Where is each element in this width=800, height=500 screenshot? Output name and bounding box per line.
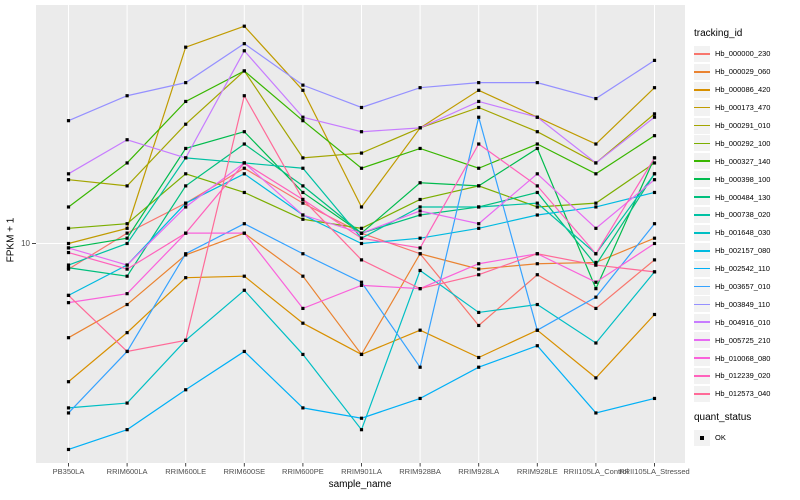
legend-item: Hb_000086_420 [694,81,800,99]
legend-key-line [694,260,710,277]
legend-item: Hb_012573_040 [694,385,800,403]
legend-key-line [694,117,710,134]
tracking-id-legend-items: Hb_000000_230 Hb_000029_060 Hb_000086_420 H… [694,45,800,403]
legend-item-label: Hb_003849_110 [715,299,770,309]
legend-item-label: Hb_002542_110 [715,264,770,274]
legend-key-line [694,206,710,223]
legend-item-label: Hb_001648_030 [715,228,771,238]
x-axis-title: sample_name [328,479,392,490]
legend-key-line [694,242,710,259]
x-tick-label: RRIM600SE [223,467,266,476]
x-tick-label: RRII105LA_Control [563,467,629,476]
legend-key-line [694,135,710,152]
legend-key-line [694,45,710,62]
legend-item: Hb_000398_100 [694,170,800,188]
y-tick-label: 10 [21,239,30,248]
legend-item: Hb_005725_210 [694,331,800,349]
legend-item: Hb_003849_110 [694,295,800,313]
legend-item-label: Hb_003657_010 [715,282,771,292]
legend-item-label: Hb_000398_100 [715,174,771,184]
legend-item-label: Hb_000000_230 [715,49,771,59]
legend-item-label: Hb_010068_080 [715,353,771,363]
legend-title-quant-status: quant_status [694,411,752,423]
legend-item-label: Hb_000292_100 [715,138,771,148]
legend-item: Hb_000291_010 [694,117,800,135]
legend-key-line [694,296,710,313]
y-axis-title: FPKM + 1 [5,217,17,263]
legend-key-line [694,99,710,116]
legend-item: Hb_000738_020 [694,206,800,224]
legend-item: Hb_004916_010 [694,313,800,331]
legend-title-tracking-id: tracking_id [694,28,743,39]
x-tick-label: RRII105LA_Stressed [619,467,690,476]
x-tick-label: RRIM600LA [106,467,148,476]
x-tick-label: RRIM600PE [282,467,324,476]
legend-key-line [694,314,710,331]
x-tick-label: PB350LA [52,467,85,476]
data-points [66,24,657,452]
legend: tracking_id Hb_000000_230 Hb_000029_060 Hb… [694,28,800,447]
x-tick-label: RRIM928LE [516,467,558,476]
legend-item-label: Hb_000484_130 [715,192,771,202]
legend-item-label: Hb_004916_010 [715,317,771,327]
legend-item: Hb_000292_100 [694,134,800,152]
legend-item-label: Hb_000029_060 [715,67,771,77]
x-tick-label: RRIM600LE [165,467,207,476]
legend-item-label: Hb_000327_140 [715,156,771,166]
legend-item-label: Hb_000291_010 [715,121,771,130]
legend-key-line [694,63,710,80]
legend-key-square [694,429,710,446]
legend-item-label: Hb_000086_420 [715,85,771,95]
legend-item-label: Hb_005725_210 [715,335,771,345]
legend-item: Hb_000173_470 [694,99,800,117]
legend-key-line [694,350,710,367]
legend-key-line [694,385,710,402]
legend-key-line [694,153,710,170]
quant-status-legend-items: OK [694,429,800,447]
legend-item: Hb_000327_140 [694,152,800,170]
legend-item: Hb_000029_060 [694,63,800,81]
legend-item: Hb_002542_110 [694,260,800,278]
quant-status-legend-item: OK [694,429,800,447]
legend-item: Hb_010068_080 [694,349,800,367]
x-tick-label: RRIM928BA [399,467,441,476]
legend-item-label: Hb_000738_020 [715,210,771,220]
axis-tick-marks [32,243,655,467]
legend-item: Hb_003657_010 [694,278,800,296]
legend-item: Hb_000484_130 [694,188,800,206]
legend-key-line [694,171,710,188]
legend-item: Hb_012239_020 [694,367,800,385]
x-tick-label: RRIM928LA [458,467,500,476]
legend-item: Hb_001648_030 [694,224,800,242]
legend-item-label: Hb_000173_470 [715,103,771,113]
legend-key-line [694,81,710,98]
legend-item-label: Hb_012239_020 [715,371,771,381]
legend-key-line [694,189,710,206]
legend-key-line [694,224,710,241]
legend-item-label: Hb_012573_040 [715,389,771,399]
x-tick-label: RRIM901LA [341,467,382,476]
legend-key-line [694,332,710,349]
legend-item-label: Hb_002157_080 [715,246,771,256]
legend-item: Hb_002157_080 [694,242,800,260]
quant-status-label: OK [715,433,726,443]
legend-item: Hb_000000_230 [694,45,800,63]
legend-key-line [694,367,710,384]
legend-key-line [694,278,710,295]
